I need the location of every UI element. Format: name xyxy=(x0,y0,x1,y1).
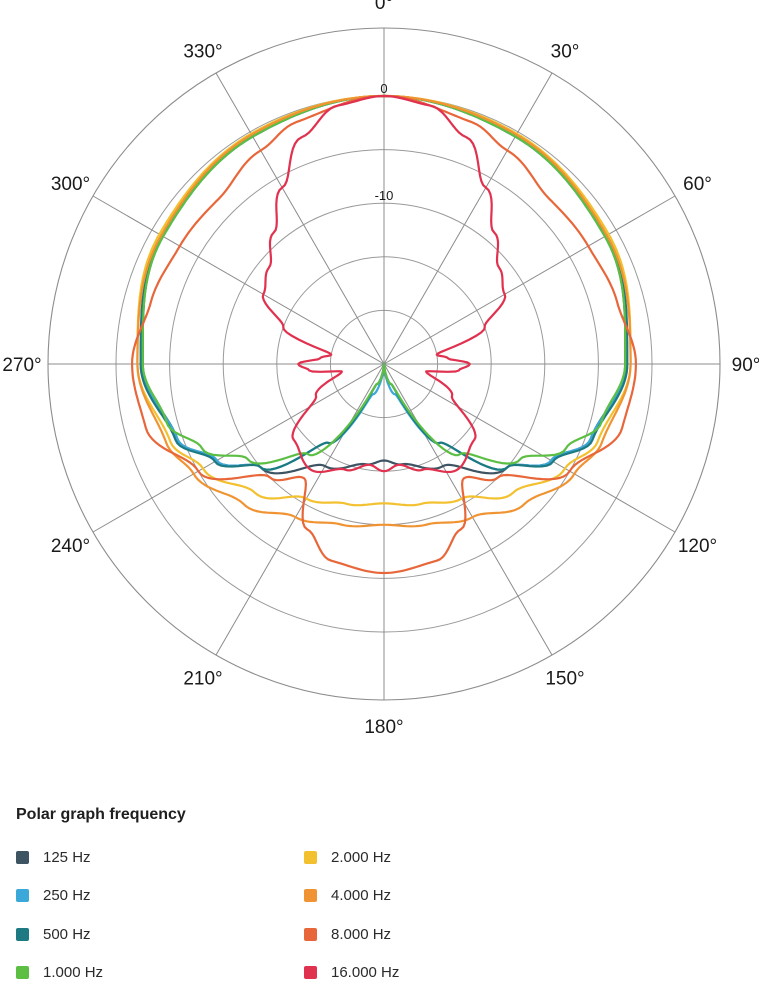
legend-item: 250 Hz xyxy=(16,877,103,916)
legend-column-right: 2.000 Hz 4.000 Hz 8.000 Hz 16.000 Hz xyxy=(304,838,399,992)
ring-label: 0 xyxy=(380,81,387,96)
angle-label: 270° xyxy=(2,355,41,376)
legend-swatch xyxy=(304,851,317,864)
angle-label: 210° xyxy=(183,669,222,690)
legend-title: Polar graph frequency xyxy=(16,806,186,824)
legend-swatch xyxy=(16,851,29,864)
legend-item: 500 Hz xyxy=(16,915,103,954)
legend-item: 4.000 Hz xyxy=(304,877,399,916)
ring-label: -10 xyxy=(375,188,394,203)
legend-column-left: 125 Hz 250 Hz 500 Hz 1.000 Hz xyxy=(16,838,103,992)
legend-item: 1.000 Hz xyxy=(16,954,103,992)
grid-spoke xyxy=(216,73,384,364)
grid-spoke xyxy=(384,364,552,655)
grid-spoke xyxy=(216,364,384,655)
legend-swatch xyxy=(16,928,29,941)
legend-label: 8.000 Hz xyxy=(331,926,391,943)
angle-label: 150° xyxy=(545,669,584,690)
polar-chart: 0° 30° 60° 90° 120° 150° 180° 210° 240° 270° 300° 3… xyxy=(0,0,759,740)
legend-swatch xyxy=(304,889,317,902)
angle-label: 90° xyxy=(732,355,759,376)
legend-label: 125 Hz xyxy=(43,849,91,866)
legend-item: 8.000 Hz xyxy=(304,915,399,954)
legend-label: 1.000 Hz xyxy=(43,964,103,981)
legend-item: 16.000 Hz xyxy=(304,954,399,992)
angle-label: 180° xyxy=(364,717,403,738)
legend-swatch xyxy=(16,889,29,902)
legend-label: 500 Hz xyxy=(43,926,91,943)
legend-swatch xyxy=(304,928,317,941)
legend-label: 250 Hz xyxy=(43,887,91,904)
angle-label: 30° xyxy=(551,41,580,62)
legend-swatch xyxy=(304,966,317,979)
angle-label: 300° xyxy=(51,174,90,195)
angle-label: 240° xyxy=(51,536,90,557)
legend-label: 16.000 Hz xyxy=(331,964,399,981)
grid-spoke xyxy=(93,364,384,532)
grid-spoke xyxy=(384,73,552,364)
angle-label: 60° xyxy=(683,174,712,195)
angle-label: 120° xyxy=(678,536,717,557)
legend-item: 2.000 Hz xyxy=(304,838,399,877)
legend-label: 2.000 Hz xyxy=(331,849,391,866)
legend-swatch xyxy=(16,966,29,979)
legend-item: 125 Hz xyxy=(16,838,103,877)
angle-label: 0° xyxy=(375,0,393,14)
legend-label: 4.000 Hz xyxy=(331,887,391,904)
legend: Polar graph frequency 125 Hz 250 Hz 500 … xyxy=(16,800,736,970)
angle-label: 330° xyxy=(183,41,222,62)
grid-spoke xyxy=(384,364,675,532)
